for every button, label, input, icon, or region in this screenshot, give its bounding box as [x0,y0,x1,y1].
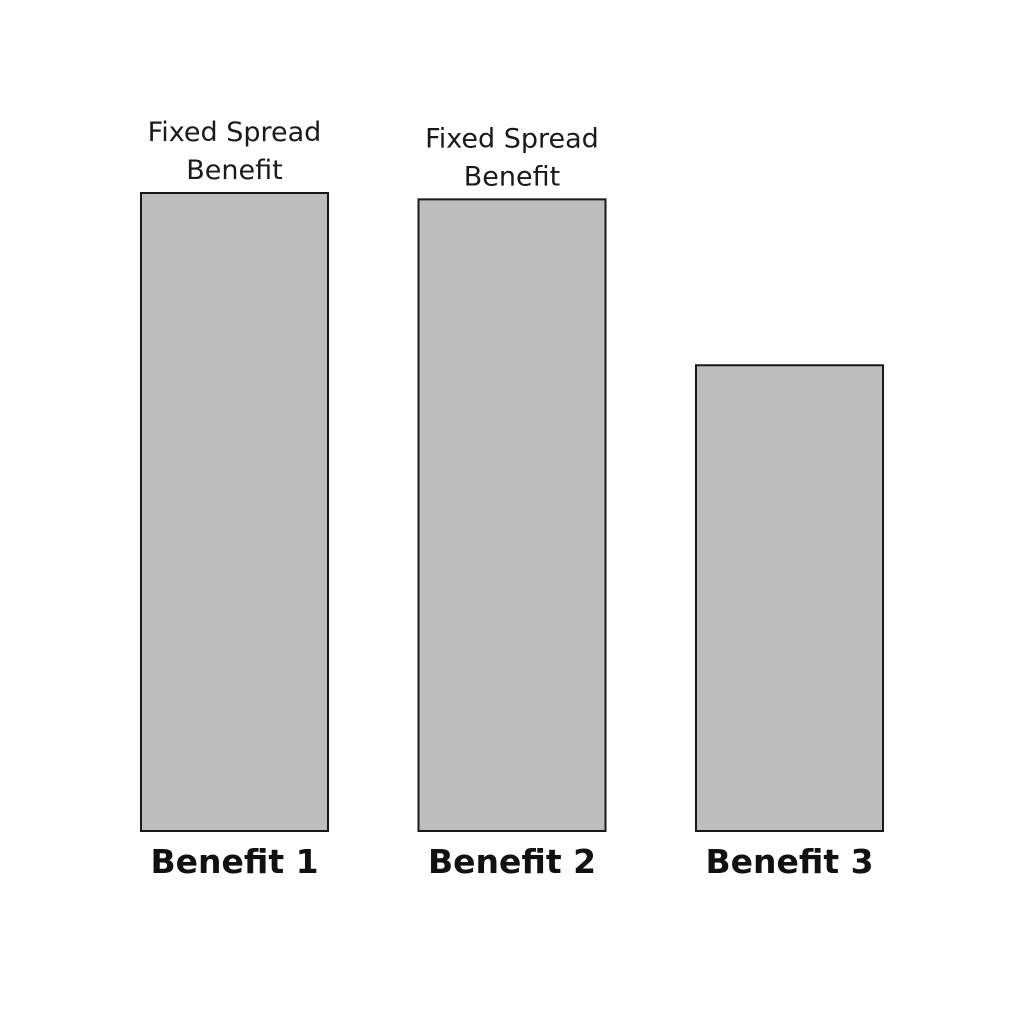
bar-1-top-label: Fixed Spread Benefit [148,117,322,186]
bar-1-top-label-line-2: Benefit [186,155,282,186]
bar-1 [140,192,329,832]
category-labels-group: Benefit 1 Benefit 2 Benefit 3 [150,842,873,881]
category-label-1: Benefit 1 [150,842,318,881]
bar-2-top-label-line-2: Benefit [464,161,560,192]
category-label-3: Benefit 3 [705,842,873,881]
bar-2 [417,198,607,832]
bar-top-labels-group: Fixed Spread Benefit Fixed Spread Benefit [148,117,599,192]
bar-2-top-label: Fixed Spread Benefit [425,123,599,192]
bar-2-top-label-line-1: Fixed Spread [425,123,599,154]
category-label-2: Benefit 2 [428,842,596,881]
bar-1-top-label-line-1: Fixed Spread [148,117,322,148]
bar-3 [695,364,884,832]
bars-group [140,192,884,832]
